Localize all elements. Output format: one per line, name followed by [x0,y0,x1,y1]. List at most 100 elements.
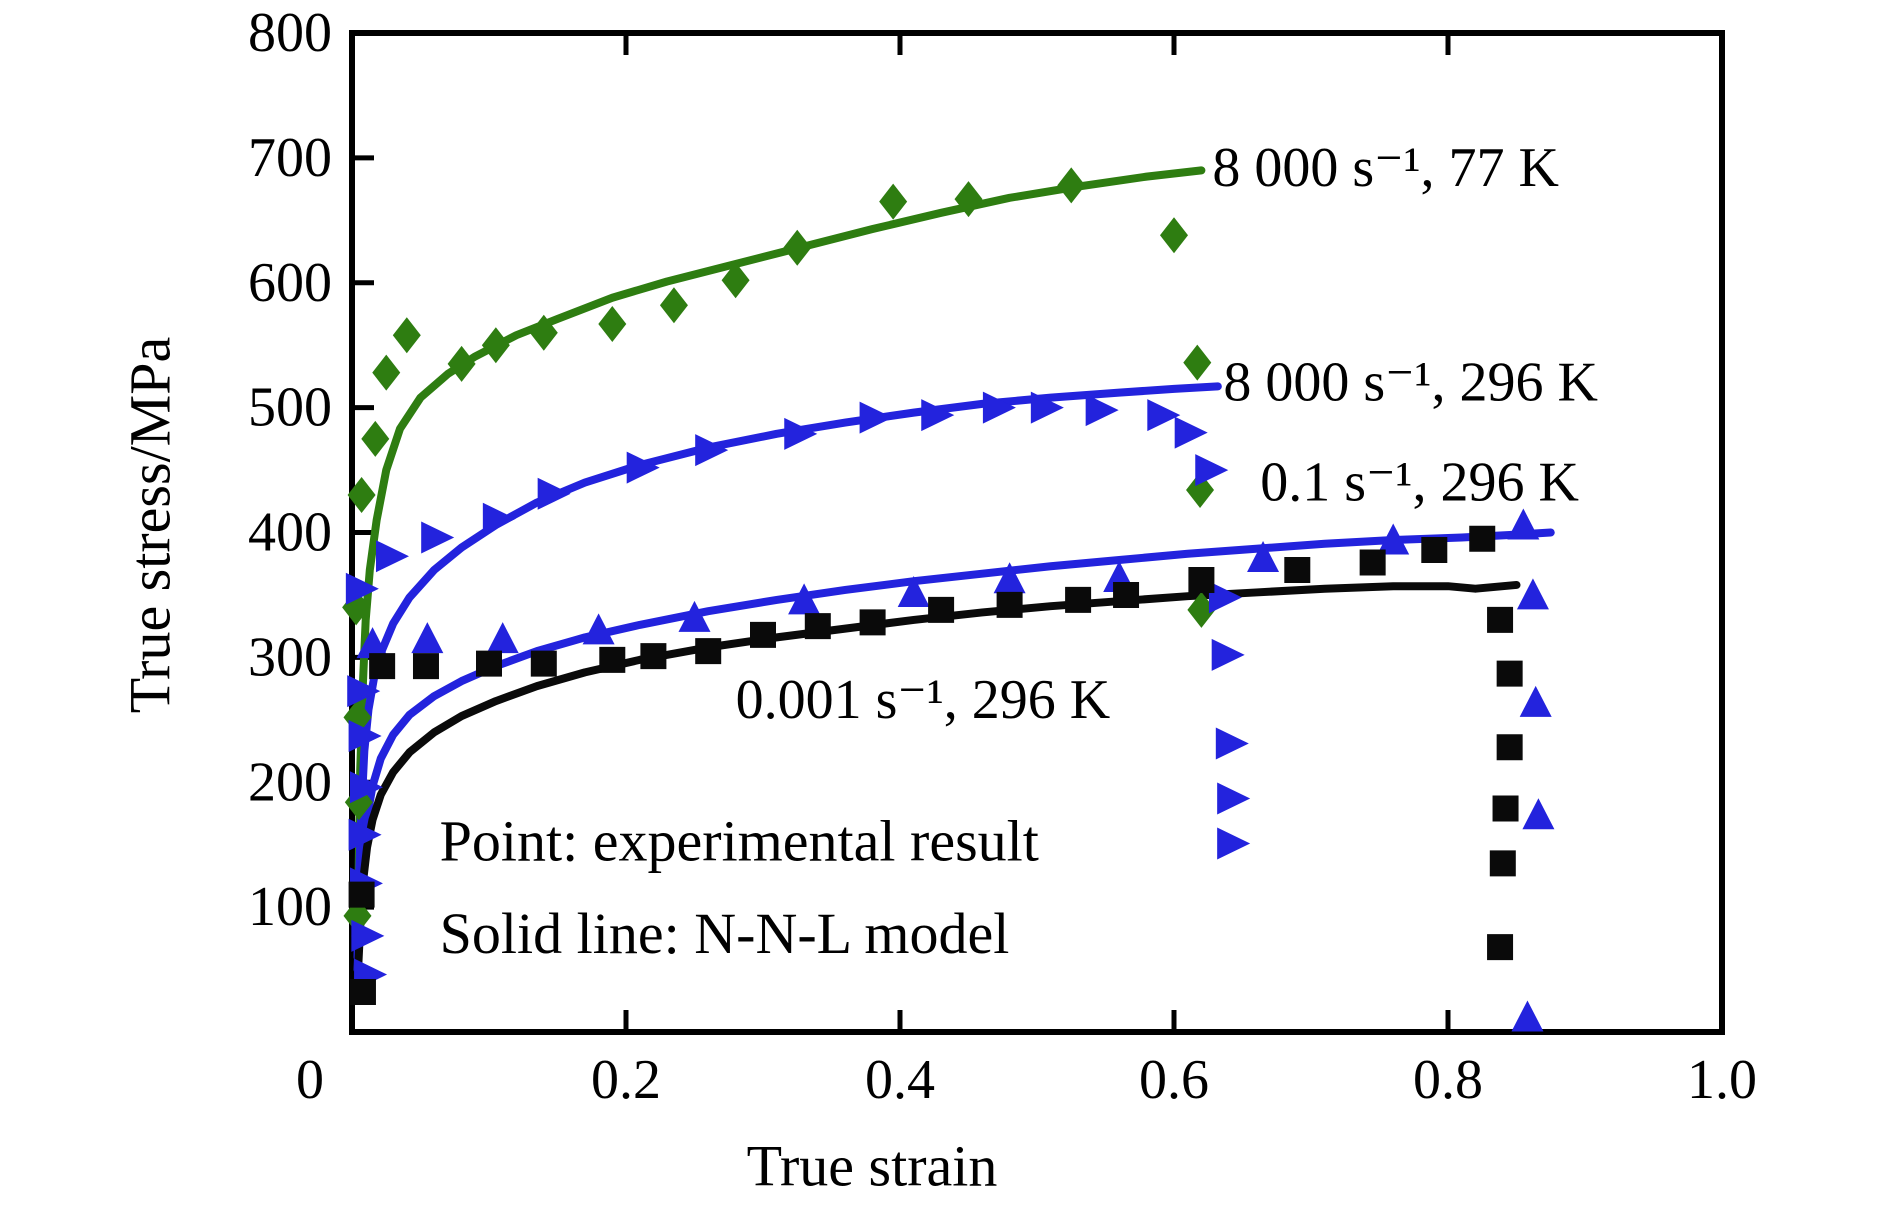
point-8000s-296K [1217,782,1251,815]
point-8000s-296K [921,399,955,432]
point-8000s-296K [482,502,516,535]
series-label-8000s-296K: 8 000 s⁻¹, 296 K [1223,352,1598,414]
point-8000s-77K [1057,167,1086,204]
point-0p001s-296K [996,591,1023,618]
point-8000s-296K [1217,827,1251,860]
y-tick-label: 200 [248,751,332,813]
point-0p001s-296K [1492,795,1519,822]
point-8000s-296K [537,477,571,510]
point-8000s-77K [529,314,558,351]
point-8000s-296K [1174,416,1208,449]
point-8000s-77K [721,262,750,299]
x-axis-title: True strain [747,1134,998,1199]
x-tick-label: 0 [296,1049,324,1111]
series-label-8000s-77K: 8 000 s⁻¹, 77 K [1212,137,1559,199]
point-0p001s-296K [1359,549,1386,576]
point-0p1s-296K [1522,798,1555,830]
y-axis-title: True stress/MPa [118,337,183,714]
point-8000s-296K [982,391,1016,424]
series-label-0p001s-296K: 0.001 s⁻¹, 296 K [736,669,1111,731]
point-0p001s-296K [1065,586,1092,613]
point-8000s-296K [784,417,818,450]
series-label-0p1s-296K: 0.1 s⁻¹, 296 K [1260,452,1579,514]
y-tick-label: 400 [248,502,332,564]
point-0p001s-296K [348,881,375,908]
y-tick-label: 700 [248,127,332,189]
point-0p001s-296K [1113,581,1140,608]
model-line-0p001s-296K [353,580,1521,987]
point-8000s-77K [1186,472,1215,509]
x-tick-label: 0.2 [591,1049,661,1111]
x-tick-label: 1.0 [1687,1049,1757,1111]
x-tick-label: 0.4 [865,1049,935,1111]
x-tick-label: 0.8 [1413,1049,1483,1111]
point-8000s-77K [1183,344,1212,381]
point-0p001s-296K [1487,606,1514,633]
point-0p1s-296K [1511,1000,1544,1032]
point-0p1s-296K [788,583,821,615]
point-8000s-77K [598,305,627,342]
point-0p001s-296K [1487,934,1514,961]
point-8000s-77K [372,354,401,391]
point-8000s-296K [1147,399,1181,432]
point-8000s-77K [392,317,421,354]
point-8000s-296K [375,540,409,573]
point-0p001s-296K [1469,525,1496,552]
x-tick-label: 0.6 [1139,1049,1209,1111]
y-tick-label: 100 [248,876,332,938]
point-0p001s-296K [1489,850,1516,877]
point-0p001s-296K [476,650,502,677]
point-8000s-77K [361,420,390,457]
point-0p1s-296K [993,562,1026,594]
point-8000s-296K [1215,727,1249,760]
point-0p001s-296K [530,650,557,677]
y-tick-label: 300 [248,626,332,688]
point-0p001s-296K [804,613,831,640]
point-0p001s-296K [640,643,667,670]
point-0p1s-296K [897,575,930,607]
point-8000s-77K [659,287,688,324]
annotation: Solid line: N-N-L model [440,901,1010,966]
point-0p001s-296K [1421,536,1448,563]
point-8000s-77K [347,477,376,514]
model-line-0p1s-296K [353,528,1555,974]
point-0p001s-296K [928,596,955,623]
point-8000s-296K [1208,581,1242,614]
point-8000s-296K [1211,638,1245,671]
point-0p001s-296K [599,646,626,673]
point-0p1s-296K [582,613,615,645]
point-8000s-296K [349,771,383,804]
y-tick-label: 500 [248,377,332,439]
point-8000s-296K [1085,394,1119,427]
point-0p1s-296K [356,627,389,659]
point-8000s-296K [345,572,379,605]
annotation: Point: experimental result [440,808,1039,873]
point-8000s-77K [1187,591,1216,628]
point-0p001s-296K [1188,566,1215,593]
point-0p001s-296K [695,638,722,665]
point-8000s-296K [348,720,382,753]
point-8000s-77K [481,327,510,364]
point-8000s-77K [1160,217,1188,254]
point-0p001s-296K [349,979,376,1006]
point-8000s-296K [626,451,660,484]
point-8000s-296K [421,521,455,554]
point-0p1s-296K [486,622,519,654]
point-0p1s-296K [1377,523,1410,555]
point-0p1s-296K [411,622,444,654]
point-0p1s-296K [1507,508,1540,540]
point-0p001s-296K [369,653,396,680]
point-0p001s-296K [859,609,886,636]
point-8000s-296K [351,919,385,952]
point-0p1s-296K [1247,540,1280,572]
point-8000s-296K [1195,454,1229,487]
point-0p1s-296K [678,600,711,632]
point-8000s-296K [348,818,382,851]
y-tick-label: 800 [248,2,332,64]
point-8000s-77K [783,229,812,266]
point-0p001s-296K [1496,660,1523,687]
point-0p001s-296K [1284,556,1311,583]
point-0p001s-296K [1496,734,1523,761]
